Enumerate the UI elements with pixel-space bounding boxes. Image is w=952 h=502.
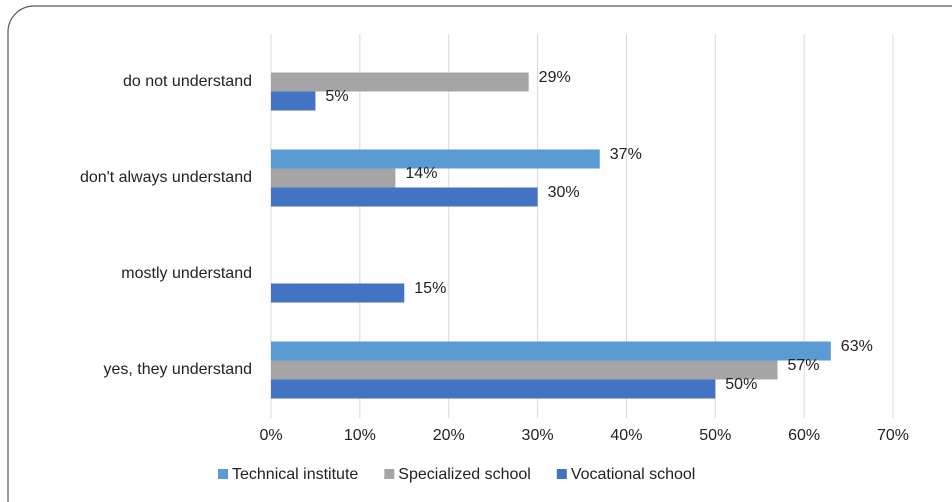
x-tick-label: 70% [877,427,909,444]
bar [271,149,600,169]
x-tick-label: 20% [433,427,465,444]
bar [271,187,538,207]
x-tick-label: 30% [522,427,554,444]
value-label: 15% [414,280,446,297]
y-tick-label: do not understand [123,73,252,90]
x-tick-label: 50% [699,427,731,444]
y-tick-label: yes, they understand [103,361,252,378]
x-tick-label: 10% [344,427,376,444]
value-label: 30% [548,184,580,201]
bar [271,341,831,361]
value-label: 37% [610,146,642,163]
value-label: 63% [841,338,873,355]
legend-swatch [218,469,228,479]
value-label: 29% [539,69,571,86]
legend-label: Technical institute [232,466,358,483]
legend-label: Specialized school [398,466,531,483]
bar [271,168,396,188]
value-label: 5% [325,88,348,105]
legend-label: Vocational school [571,466,696,483]
x-tick-label: 0% [259,427,282,444]
bar [271,283,405,303]
bar [271,379,716,399]
bar [271,72,529,92]
legend-swatch [384,469,395,479]
legend-swatch [556,469,567,479]
value-label: 50% [725,376,757,393]
value-label: 14% [405,165,437,182]
value-label: 57% [787,357,819,374]
x-tick-label: 40% [610,427,642,444]
bar [271,91,316,111]
bar [271,360,778,380]
y-tick-label: don't always understand [80,169,252,186]
y-tick-label: mostly understand [121,265,252,282]
x-tick-label: 60% [788,427,820,444]
